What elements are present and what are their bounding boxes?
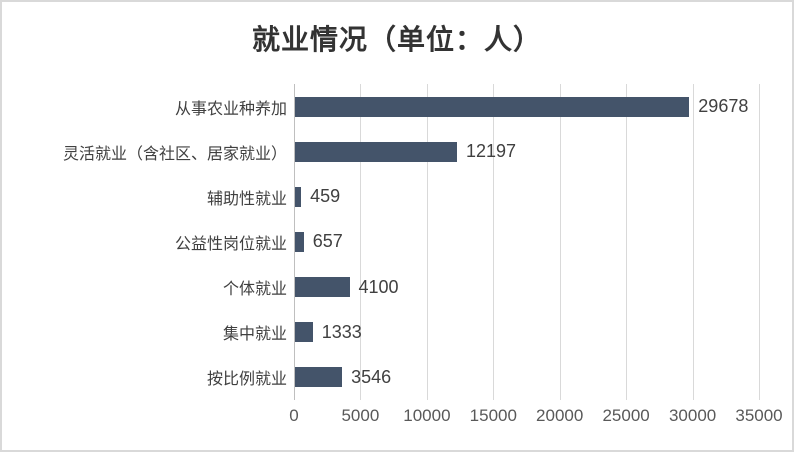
x-tick-label: 15000	[469, 406, 517, 425]
category-label: 辅助性就业	[206, 190, 287, 208]
bar-value-label: 459	[310, 186, 341, 207]
bar	[295, 96, 690, 117]
category-label: 按比例就业	[206, 371, 287, 389]
bar-value-label: 657	[312, 231, 343, 252]
x-tick-label: 10000	[403, 406, 451, 425]
category-label: 集中就业	[222, 326, 287, 344]
x-gridline	[626, 84, 628, 400]
category-label: 个体就业	[222, 281, 287, 299]
x-tick-label: 30000	[668, 406, 717, 425]
bar	[295, 232, 304, 252]
x-tick-label: 5000	[341, 406, 380, 425]
category-label: 灵活就业（含社区、居家就业）	[62, 145, 287, 163]
x-gridline	[692, 84, 694, 400]
y-axis-line	[294, 84, 295, 400]
bar-value-label: 12197	[466, 141, 517, 162]
x-tick-label: 25000	[602, 406, 650, 425]
bar-value-label: 29678	[698, 96, 749, 117]
bar	[295, 186, 302, 207]
bar-value-label: 1333	[321, 321, 362, 342]
x-tick-label: 35000	[735, 406, 783, 425]
bar-value-label: 4100	[358, 276, 399, 297]
x-gridline	[426, 84, 428, 400]
x-gridline	[759, 84, 760, 400]
bar-value-label: 3546	[351, 366, 392, 387]
x-gridline	[493, 84, 495, 400]
x-gridline	[360, 84, 362, 400]
category-label: 从事农业种养加	[174, 100, 287, 118]
x-gridline	[559, 84, 561, 400]
x-tick-label: 0	[289, 406, 299, 425]
category-label: 公益性岗位就业	[174, 235, 287, 253]
x-tick-label: 20000	[536, 406, 584, 425]
bar	[295, 367, 343, 388]
bar	[295, 322, 313, 343]
chart-title: 就业情况（单位：人）	[251, 25, 542, 56]
bar	[295, 277, 350, 298]
bar	[295, 141, 457, 162]
